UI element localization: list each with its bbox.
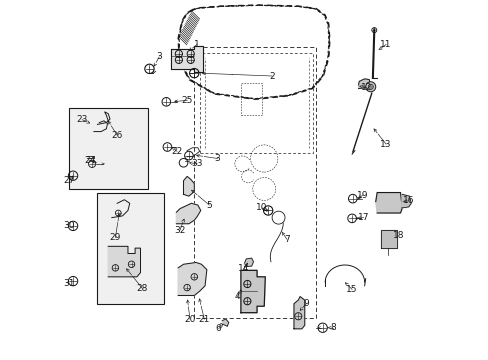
Circle shape [365,82,375,92]
Text: 5: 5 [206,201,212,210]
Text: 33: 33 [191,159,203,168]
Bar [69,108,147,189]
Polygon shape [244,258,253,267]
Polygon shape [171,45,203,72]
Text: 10: 10 [255,203,267,212]
Bar [241,83,262,116]
Text: 3: 3 [214,154,220,163]
Text: 8: 8 [330,323,336,332]
Text: 17: 17 [357,213,368,222]
Polygon shape [380,230,396,248]
Polygon shape [241,270,265,313]
Text: 26: 26 [111,131,122,140]
Text: 21: 21 [198,315,209,324]
Polygon shape [178,262,206,296]
Text: 16: 16 [402,196,414,205]
Polygon shape [358,79,369,89]
Text: 18: 18 [392,231,404,240]
Polygon shape [108,246,140,277]
Polygon shape [293,297,304,329]
Text: 29: 29 [109,233,121,242]
Polygon shape [375,193,402,213]
Text: 15: 15 [346,285,357,294]
Text: 14: 14 [238,265,249,274]
Text: 3: 3 [156,53,162,62]
Text: 7: 7 [284,235,289,244]
Text: 32: 32 [174,226,185,235]
Text: 28: 28 [136,284,148,293]
Text: 25: 25 [181,96,192,105]
Text: 20: 20 [184,315,195,324]
Text: 12: 12 [360,83,371,92]
Text: 23: 23 [77,115,88,124]
Text: 1: 1 [194,40,200,49]
Polygon shape [183,176,194,196]
Text: 30: 30 [63,221,75,230]
Text: 9: 9 [303,299,308,308]
Polygon shape [176,203,201,224]
Text: 24: 24 [84,156,95,165]
Text: 2: 2 [269,72,274,81]
Text: 4: 4 [234,292,240,301]
Text: 6: 6 [215,324,221,333]
Text: 19: 19 [356,190,368,199]
Text: 22: 22 [171,147,183,156]
Text: 31: 31 [63,279,75,288]
Bar [97,193,163,304]
Text: 11: 11 [380,40,391,49]
Text: 13: 13 [380,140,391,149]
Polygon shape [222,319,228,326]
Polygon shape [401,194,410,208]
Text: 27: 27 [63,176,75,185]
